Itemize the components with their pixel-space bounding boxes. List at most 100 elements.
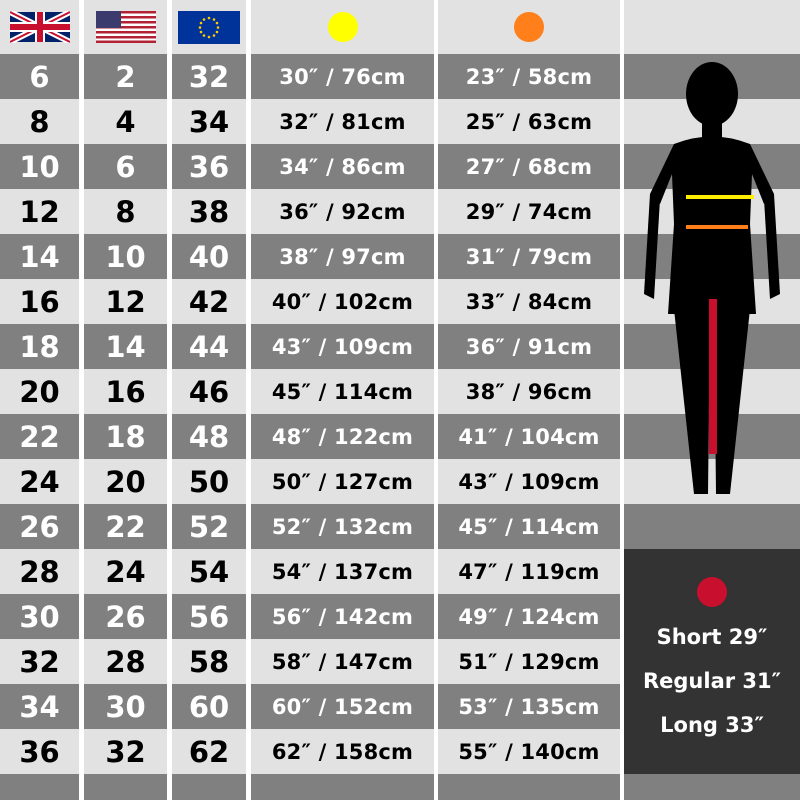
size-row: 32 bbox=[84, 729, 167, 774]
size-cell: 55″ / 140cm bbox=[458, 739, 600, 764]
hip-line bbox=[686, 225, 748, 229]
size-row: 49″ / 124cm bbox=[438, 594, 620, 639]
size-cell: 36 bbox=[188, 149, 230, 184]
size-cell: 43″ / 109cm bbox=[458, 469, 600, 494]
size-row: 38 bbox=[172, 189, 246, 234]
uk-header bbox=[0, 0, 79, 54]
size-cell: 14 bbox=[105, 329, 146, 364]
size-row: 20 bbox=[0, 369, 79, 414]
size-row: 51″ / 129cm bbox=[438, 639, 620, 684]
size-row: 18 bbox=[0, 324, 79, 369]
size-cell: 16 bbox=[105, 374, 146, 409]
us-size-column: 2 4 6 8 10 12 14 16 18 20 22 24 26 28 30 32 bbox=[84, 0, 167, 800]
size-row: 30 bbox=[0, 594, 79, 639]
size-cell: 18 bbox=[19, 329, 60, 364]
size-cell: 36″ / 92cm bbox=[279, 199, 406, 224]
size-row: 23″ / 58cm bbox=[438, 54, 620, 99]
size-cell: 50″ / 127cm bbox=[271, 469, 414, 494]
size-cell: 52″ / 132cm bbox=[271, 514, 414, 539]
size-row: 16 bbox=[0, 279, 79, 324]
size-cell: 32 bbox=[188, 59, 230, 94]
footer-band bbox=[624, 774, 800, 800]
size-cell: 56″ / 142cm bbox=[271, 604, 414, 629]
size-row: 26 bbox=[0, 504, 79, 549]
size-cell: 22 bbox=[19, 419, 60, 454]
inseam-legend: Short 29″ Regular 31″ Long 33″ bbox=[624, 549, 800, 774]
size-row: 40″ / 102cm bbox=[251, 279, 434, 324]
size-cell: 28 bbox=[105, 644, 146, 679]
size-cell: 22 bbox=[105, 509, 146, 544]
size-row: 30″ / 76cm bbox=[251, 54, 434, 99]
hip-header bbox=[438, 0, 620, 54]
size-row: 6 bbox=[84, 144, 167, 189]
size-cell: 43″ / 109cm bbox=[271, 334, 414, 359]
size-cell: 26 bbox=[19, 509, 60, 544]
footer-band bbox=[84, 774, 167, 800]
size-cell: 34 bbox=[19, 689, 60, 724]
waist-marker-icon bbox=[327, 12, 358, 42]
size-row: 8 bbox=[0, 99, 79, 144]
inseam-marker-icon bbox=[697, 577, 727, 607]
size-row: 43″ / 109cm bbox=[251, 324, 434, 369]
size-row: 47″ / 119cm bbox=[438, 549, 620, 594]
size-cell: 52 bbox=[188, 509, 230, 544]
size-row: 22 bbox=[0, 414, 79, 459]
size-row: 55″ / 140cm bbox=[438, 729, 620, 774]
size-cell: 24 bbox=[105, 554, 146, 589]
size-row bbox=[624, 504, 800, 549]
size-cell: 18 bbox=[105, 419, 146, 454]
size-row: 32 bbox=[172, 54, 246, 99]
size-cell: 32″ / 81cm bbox=[279, 109, 406, 134]
size-cell: 10 bbox=[19, 149, 60, 184]
size-cell: 46 bbox=[188, 374, 230, 409]
footer-band bbox=[251, 774, 434, 800]
size-cell: 48″ / 122cm bbox=[271, 424, 414, 449]
size-row: 38″ / 97cm bbox=[251, 234, 434, 279]
size-row: 45″ / 114cm bbox=[251, 369, 434, 414]
uk-flag-icon bbox=[9, 11, 70, 43]
size-cell: 45″ / 114cm bbox=[458, 514, 600, 539]
uk-size-column: 6 8 10 12 14 16 18 20 22 24 26 28 30 32 34 36 bbox=[0, 0, 79, 800]
size-row: 14 bbox=[84, 324, 167, 369]
size-cell: 27″ / 68cm bbox=[465, 154, 593, 179]
size-row bbox=[624, 459, 800, 504]
size-cell: 38″ / 96cm bbox=[465, 379, 593, 404]
size-cell: 25″ / 63cm bbox=[465, 109, 593, 134]
size-cell: 34 bbox=[188, 104, 230, 139]
size-row: 33″ / 84cm bbox=[438, 279, 620, 324]
size-row: 52 bbox=[172, 504, 246, 549]
body-silhouette-icon bbox=[644, 62, 780, 494]
size-cell: 38 bbox=[188, 194, 230, 229]
size-row: 42 bbox=[172, 279, 246, 324]
size-row: 38″ / 96cm bbox=[438, 369, 620, 414]
size-cell: 40 bbox=[188, 239, 230, 274]
us-flag-icon bbox=[95, 11, 156, 43]
size-row: 29″ / 74cm bbox=[438, 189, 620, 234]
size-row: 46 bbox=[172, 369, 246, 414]
size-row: 36″ / 91cm bbox=[438, 324, 620, 369]
size-row: 58 bbox=[172, 639, 246, 684]
size-row: 32″ / 81cm bbox=[251, 99, 434, 144]
size-cell: 33″ / 84cm bbox=[465, 289, 593, 314]
size-cell: 62 bbox=[188, 734, 230, 769]
size-cell: 45″ / 114cm bbox=[271, 379, 414, 404]
size-cell: 2 bbox=[115, 59, 136, 94]
eu-size-column: 32 34 36 38 40 42 44 46 48 50 52 54 56 58 60 62 bbox=[172, 0, 246, 800]
size-cell: 4 bbox=[115, 104, 136, 139]
size-row: 44 bbox=[172, 324, 246, 369]
size-cell: 58 bbox=[188, 644, 230, 679]
eu-flag-icon bbox=[178, 10, 240, 44]
size-row: 6 bbox=[0, 54, 79, 99]
size-row: 58″ / 147cm bbox=[251, 639, 434, 684]
size-cell: 12 bbox=[19, 194, 60, 229]
size-cell: 48 bbox=[188, 419, 230, 454]
size-cell: 32 bbox=[19, 644, 60, 679]
size-cell: 56 bbox=[188, 599, 230, 634]
size-row: 28 bbox=[0, 549, 79, 594]
waist-header bbox=[251, 0, 434, 54]
size-row: 12 bbox=[0, 189, 79, 234]
hip-column: 23″ / 58cm 25″ / 63cm 27″ / 68cm 29″ / 74cm… bbox=[438, 0, 620, 800]
size-row: 28 bbox=[84, 639, 167, 684]
size-row: 36 bbox=[172, 144, 246, 189]
size-row: 60″ / 152cm bbox=[251, 684, 434, 729]
